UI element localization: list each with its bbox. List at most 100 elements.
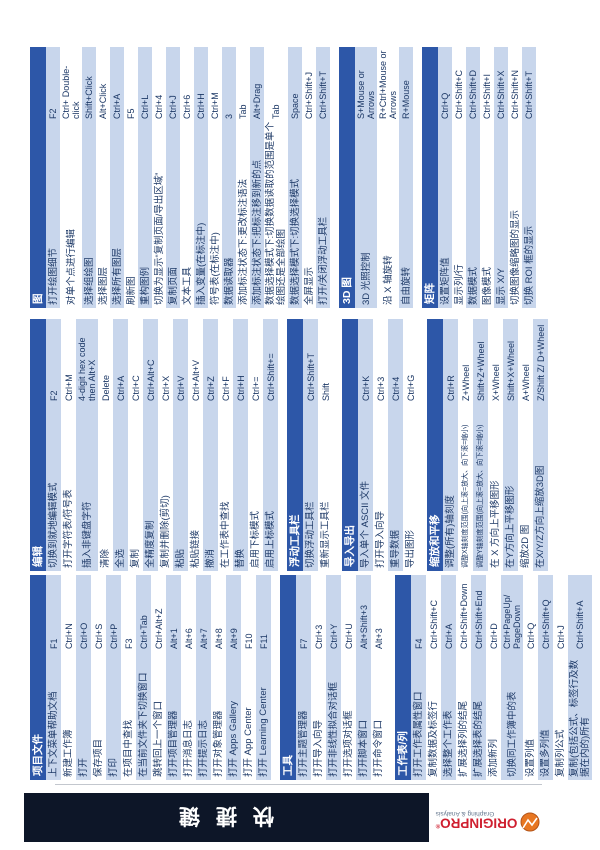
shortcut-row: 在项目中查找 F3 (121, 575, 136, 780)
shortcut-row: 打开/关闭浮动工具栏 Ctrl+Shift+T (316, 47, 330, 308)
column-3: 图打开绘图细节 F2 对单个点进行编辑 Ctrl+ Double-click 选择组绘图… (30, 47, 536, 308)
shortcut-key: Ctrl+Shift+A (575, 600, 585, 649)
shortcut-row: 数据读取器 3 (222, 47, 236, 308)
shortcut-label: 在工作表中查找 (220, 501, 231, 568)
shortcut-label: 打开提示日志 (198, 719, 209, 777)
shortcut-label: 调整Y轴刻度范围(向上滚=放大、向下滚=缩小) (476, 424, 484, 568)
shortcut-label: 显示 X/Y (495, 268, 507, 305)
table-title: 3D 图 (339, 47, 355, 308)
shortcut-label: 调整(所有)轴刻度 (445, 495, 456, 568)
shortcut-label: 打开 Learning Center (258, 687, 269, 777)
shortcut-label: 复制并删除(剪切) (160, 495, 171, 568)
shortcut-label: 切换浮动工具栏 (305, 501, 316, 568)
shortcut-key: Ctrl+Alt+V (190, 359, 201, 401)
divider-line (55, 784, 542, 785)
shortcut-key: 4-digit hex code then Alt+X (77, 337, 97, 401)
shortcut-key: Ctrl+N (63, 623, 74, 649)
shortcut-row: 切换浮动工具栏 Ctrl+Shift+T (303, 319, 318, 571)
shortcut-row: 数据选择模式下:切换数据读取的范围是单个绘图还是全部绘图 Tab (264, 47, 288, 308)
shortcut-row: 选择整个工作表 Ctrl+A (441, 575, 456, 780)
shortcut-label: 打开 Apps Gallery (228, 700, 239, 777)
shortcut-row: 重构图例 Ctrl+L (138, 47, 152, 308)
shortcut-row: 清除 Delete (98, 319, 113, 571)
shortcut-label: 打开/关闭浮动工具栏 (317, 216, 329, 305)
shortcut-label: 显示列/行 (453, 264, 465, 305)
shortcut-row: 对单个点进行编辑 Ctrl+ Double-click (60, 47, 82, 308)
shortcut-label: 插入变量(在标注中) (195, 222, 207, 305)
shortcut-key: F10 (243, 633, 254, 649)
shortcut-row: 切换同工作簿中的表 Ctrl+PageUp/ PageDown (501, 575, 523, 780)
shortcut-key: Ctrl+Shift+Down (458, 583, 469, 649)
shortcut-row: 打开对象管理器 Alt+8 (211, 575, 226, 780)
shortcut-row: 显示列/行 Ctrl+Shift+C (452, 47, 466, 308)
shortcut-key: Ctrl+Alt+C (145, 359, 156, 401)
shortcut-label: 保存项目 (93, 738, 104, 777)
shortcut-label: 在当前文件夹下切换窗口 (138, 672, 149, 777)
shortcut-key: Alt+Shift+3 (358, 604, 369, 649)
shortcut-row: 在Y方向上平移图形 Shift+X+Wheel (503, 319, 518, 571)
shortcut-key: Alt+1 (168, 628, 179, 649)
shortcut-row: 复制并删除(剪切) Ctrl+X (158, 319, 173, 571)
brand-name: ORIGINPRO® (435, 815, 518, 831)
shortcut-row: 自由旋转 R+Mouse (399, 47, 413, 308)
shortcut-label: 数据模式 (467, 266, 479, 305)
shortcut-row: 打开 Apps Gallery Alt+9 (226, 575, 241, 780)
shortcut-row: 打印 Ctrl+P (106, 575, 121, 780)
shortcut-label: 在Y方向上平移图形 (505, 485, 516, 568)
shortcut-row: 选择图层 Alt+Click (96, 47, 110, 308)
shortcut-row: 复制列公式 Ctrl+J (553, 575, 568, 780)
shortcut-row: 导出图形 Ctrl+G (403, 319, 418, 571)
shortcut-label: 切换为显示“复制页面/导出区域” (153, 172, 165, 305)
shortcut-label: 粘贴 (175, 548, 186, 568)
shortcut-key: Ctrl+PageUp/ PageDown (502, 594, 522, 649)
shortcut-key: Z+Wheel (460, 364, 471, 401)
shortcut-label: 扩展选择表的结尾 (473, 700, 484, 777)
shortcut-label: 导入单个 ASCII 文件 (360, 480, 371, 568)
shortcut-row: 重导数据 Ctrl+4 (388, 319, 403, 571)
shortcut-row: 添加标注状态下:把标注移到新的点 Alt+Drag (250, 47, 264, 308)
shortcut-row: 切换到就地编辑模式 F2 (46, 319, 61, 571)
shortcut-key: Ctrl+Q (440, 92, 450, 119)
shortcut-table: 工作表/列 打开工作表属性窗口 F4 复制数据及标签行 Ctrl+Shift+C 选择整个… (395, 575, 592, 780)
shortcut-label: 全选 (115, 548, 126, 568)
shortcut-key: Ctrl+J (168, 95, 178, 119)
shortcut-key: Ctrl+Z (205, 376, 216, 401)
shortcut-label: 打开对象管理器 (213, 710, 224, 777)
shortcut-key: Alt+8 (213, 628, 224, 649)
shortcut-row: 在当前文件夹下切换窗口 Ctrl+Tab (136, 575, 151, 780)
shortcut-table: 导入导出 导入单个 ASCII 文件 Ctrl+K 打开导入向导 Ctrl+3 重导数据 C… (342, 319, 418, 571)
shortcut-row: 调整(所有)轴刻度 Ctrl+R (443, 319, 458, 571)
shortcut-label: 清除 (100, 548, 111, 568)
shortcut-row: 数据选择模式下:切换选择模式 Space (288, 47, 302, 308)
shortcut-row: 数据模式 Ctrl+Shift+D (466, 47, 480, 308)
shortcut-key: X+Wheel (490, 364, 501, 401)
shortcut-row: 打开 Learning Center F11 (256, 575, 271, 780)
shortcut-label: 选择整个工作表 (443, 710, 454, 777)
shortcut-key: F2 (48, 108, 58, 119)
shortcut-row: 复制(包括公式、标签行及数据在内的)所有 Ctrl+Shift+A (568, 575, 592, 780)
shortcut-row: 打开 Ctrl+O (76, 575, 91, 780)
shortcut-row: 在 X 方向上平移图形 X+Wheel (488, 319, 503, 571)
shortcut-row: 打开主题管理器 F7 (296, 575, 311, 780)
shortcut-key: Alt+Drag (252, 83, 262, 119)
shortcut-row: 切换 ROI 框的显示 Ctrl+Shift+T (522, 47, 536, 308)
shortcut-row: 重新显示工具栏 Shift (318, 319, 333, 571)
shortcut-label: 打开非线性拟合对话框 (328, 681, 339, 777)
shortcut-key: Ctrl+S (93, 623, 104, 649)
shortcut-key: Ctrl+H (196, 93, 206, 119)
shortcut-key: Ctrl+Shift+X (496, 70, 506, 119)
shortcut-label: 对单个点进行编辑 (65, 228, 77, 305)
shortcut-key: Delete (100, 374, 111, 401)
origin-logo-icon (520, 808, 540, 833)
shortcut-key: Ctrl+G (405, 374, 416, 401)
originpro-logo: ORIGINPRO® Graphing & Analysis (428, 790, 548, 850)
shortcut-key: Ctrl+Shift+J (304, 71, 314, 119)
shortcut-label: 自由旋转 (400, 266, 412, 305)
shortcut-label: 图像模式 (481, 266, 493, 305)
shortcut-label: 新建工作簿 (63, 729, 74, 777)
shortcut-row: 打开命令窗口 Alt+3 (371, 575, 386, 780)
shortcut-label: 打开项目管理器 (168, 710, 179, 777)
shortcut-label: 在X/Y/Z方向上缩放3D图 (535, 465, 546, 568)
shortcut-label: 文本工具 (181, 266, 193, 305)
column-2: 编辑 切换到就地编辑模式 F2 打开字符表/符号表 Ctrl+M 插入非键盘字符 4-dig… (30, 319, 548, 571)
